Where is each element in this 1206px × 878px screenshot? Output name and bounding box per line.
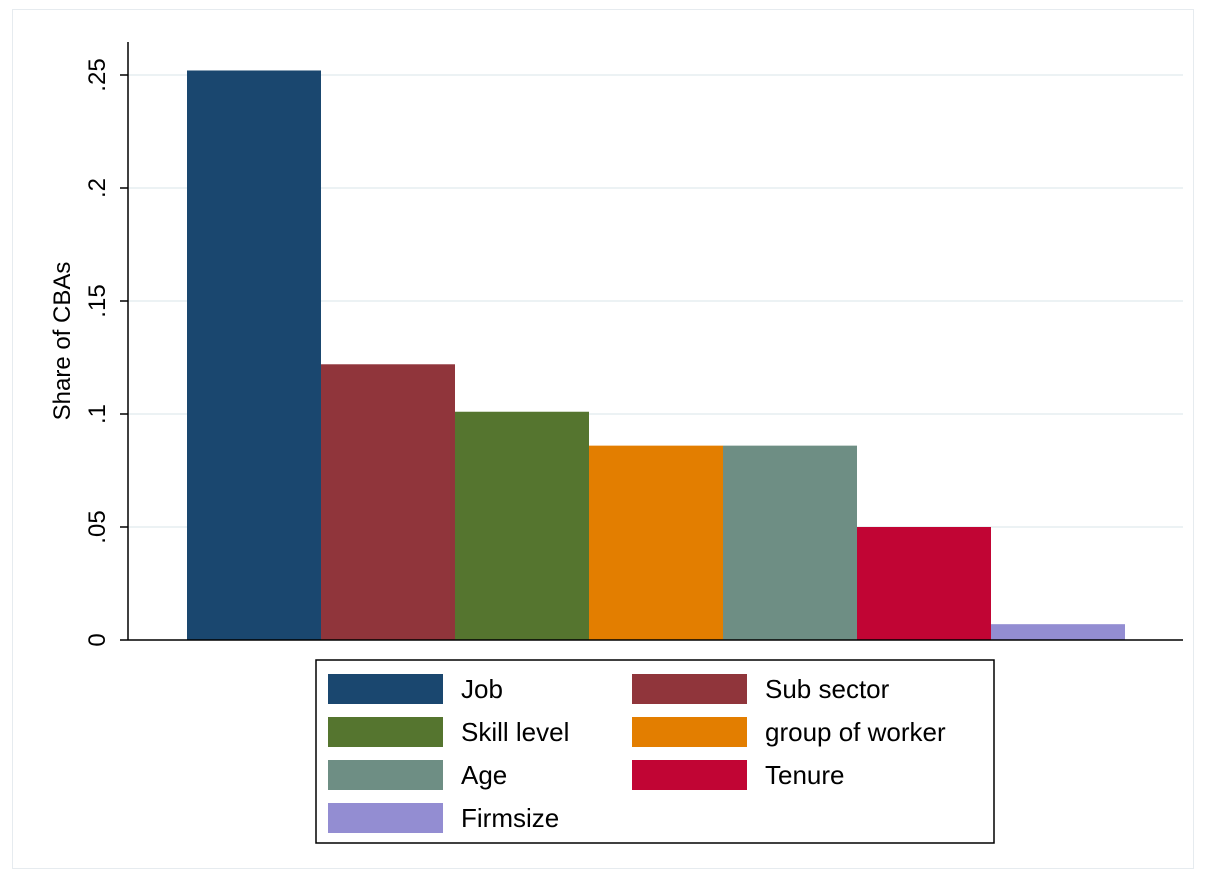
- bar-job: [187, 70, 321, 641]
- legend-label: Age: [461, 760, 507, 790]
- bars: [187, 70, 1125, 641]
- bar-group-of-worker: [589, 445, 723, 640]
- legend-label: Skill level: [461, 717, 569, 747]
- legend-label: Firmsize: [461, 803, 559, 833]
- bar-firmsize: [991, 624, 1125, 640]
- legend-swatch: [328, 760, 443, 790]
- legend: Job Sub sector Skill level group of worker A…: [315, 659, 995, 844]
- legend-swatch: [328, 717, 443, 747]
- y-tick-label: .1: [84, 404, 111, 424]
- legend-label: group of worker: [765, 717, 946, 747]
- legend-swatch: [328, 803, 443, 833]
- y-tick-label: .2: [84, 178, 111, 198]
- bar-tenure: [857, 527, 991, 640]
- legend-swatch: [328, 674, 443, 704]
- legend-swatch: [632, 760, 747, 790]
- y-tick-label: .15: [84, 284, 111, 317]
- y-tick-label: .05: [84, 510, 111, 543]
- bar-age: [723, 445, 857, 640]
- legend-label: Sub sector: [765, 674, 890, 704]
- legend-label: Tenure: [765, 760, 845, 790]
- y-tick-label: .25: [84, 58, 111, 91]
- bar-skill-level: [455, 411, 589, 640]
- bar-sub-sector: [321, 364, 455, 640]
- y-tick-label: 0: [84, 633, 111, 646]
- y-axis-title: Share of CBAs: [49, 262, 76, 421]
- legend-swatch: [632, 717, 747, 747]
- legend-label: Job: [461, 674, 503, 704]
- axes: [127, 42, 1183, 641]
- y-ticks: 0 .05 .1 .15 .2 .25: [84, 58, 128, 647]
- legend-swatch: [632, 674, 747, 704]
